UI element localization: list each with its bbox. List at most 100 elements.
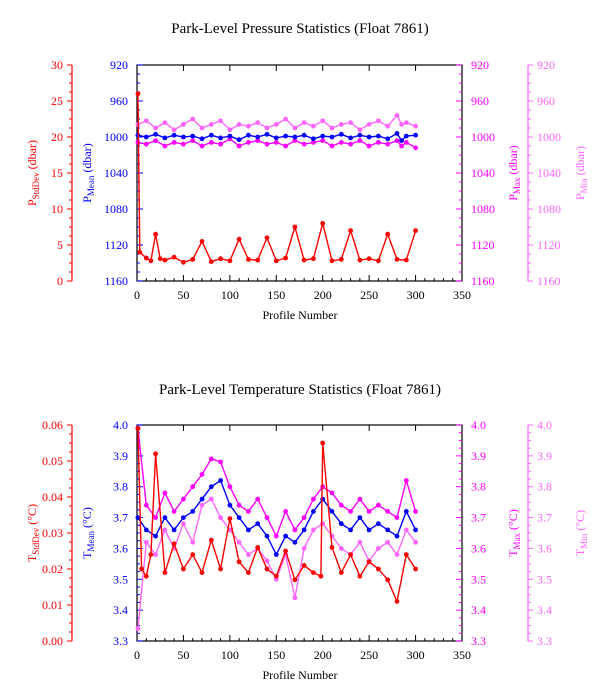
pressure-stddev-point [357, 257, 363, 263]
pressure-x-tick-label: 200 [314, 288, 332, 302]
pressure-max-point [311, 140, 316, 145]
pressure-stddev-tick-label: 10 [51, 202, 63, 216]
pressure-max-point [199, 143, 205, 149]
temperature-x-tick-label: 250 [360, 648, 378, 662]
temperature-mean-point [246, 527, 251, 533]
temperature-stddev-point [208, 537, 214, 543]
temperature-max-point [394, 515, 400, 520]
pressure-stddev-point [137, 249, 143, 255]
temperature-max-tick-label: 3.7 [471, 511, 486, 525]
pressure-mean-point [181, 134, 186, 140]
temperature-mean-point [376, 521, 381, 527]
pressure-min-tick-label: 1160 [537, 274, 561, 288]
temperature-max-point [227, 484, 233, 490]
temperature-mean-point [338, 521, 344, 527]
pressure-mean-point [311, 136, 316, 142]
temperature-mean-tick-label: 4.0 [113, 418, 128, 432]
pressure-min-point [385, 123, 391, 129]
temperature-mean-tick-label: 3.8 [113, 480, 128, 494]
pressure-min-point [366, 122, 372, 127]
pressure-series-min [135, 113, 418, 133]
temperature-mean-tick-label: 3.3 [113, 634, 128, 648]
pressure-stddev-point [135, 91, 141, 97]
temperature-x-tick-label: 0 [134, 648, 140, 662]
pressure-mean-point [376, 133, 381, 139]
pressure-mean-axis-label: PMean (dbar) [80, 143, 96, 203]
temperature-max-point [218, 459, 224, 465]
pressure-max-point [366, 143, 372, 149]
pressure-stddev-tick-label: 25 [51, 94, 63, 108]
temperature-stddev-tick-label: 0.04 [42, 490, 63, 504]
temperature-mean-point [403, 509, 409, 514]
pressure-mean-axis: 1160 1120 1080 1040 1000 960 920 PMean (dbar) [80, 58, 143, 288]
temperature-mean-point [329, 509, 335, 514]
temperature-x-tick-label: 150 [267, 648, 285, 662]
pressure-x-label: Profile Number [263, 308, 338, 322]
pressure-mean-point [394, 131, 400, 136]
temperature-mean-point [171, 527, 177, 533]
pressure-mean-point [246, 132, 251, 138]
temperature-mean-point [190, 509, 196, 514]
pressure-series-mean [135, 131, 418, 144]
pressure-min-tick-label: 1040 [537, 166, 561, 180]
pressure-stddev-point [376, 258, 381, 264]
temperature-max-point [236, 502, 242, 508]
pressure-series-max [135, 136, 418, 151]
temperature-max-point [246, 509, 251, 514]
pressure-x-axis: 0 50 100 150 200 250 300 350 [134, 65, 471, 302]
pressure-mean-point [283, 133, 288, 139]
temperature-stddev-point [218, 566, 224, 572]
temperature-x-axis: 0 50 100 150 200 250 300 350 [134, 425, 471, 662]
temperature-stddev-point [135, 426, 141, 431]
pressure-stddev-point [218, 256, 224, 262]
temperature-mean-point [153, 533, 159, 539]
temperature-stddev-point [199, 570, 205, 575]
pressure-max-point [338, 140, 344, 145]
temperature-max-point [348, 509, 353, 514]
temperature-max-point [413, 509, 418, 514]
temperature-max-point [181, 496, 186, 502]
pressure-max-tick-label: 1040 [471, 166, 495, 180]
pressure-max-point [153, 138, 159, 144]
temperature-stddev-point [376, 566, 381, 572]
pressure-stddev-point [338, 257, 344, 262]
temperature-mean-tick-label: 3.5 [113, 572, 128, 586]
temperature-min-tick-label: 3.8 [537, 480, 552, 494]
pressure-plot-frame [136, 64, 463, 282]
pressure-mean-point [273, 135, 279, 141]
temperature-stddev-point [227, 516, 233, 521]
pressure-x-tick-label: 50 [177, 288, 189, 302]
pressure-stddev-tick-label: 20 [51, 130, 63, 144]
pressure-stddev-point [162, 257, 168, 263]
temperature-stddev-point [264, 566, 270, 572]
temperature-min-tick-label: 3.7 [537, 511, 552, 525]
temperature-min-point [376, 546, 381, 551]
pressure-stddev-point [348, 228, 353, 234]
pressure-min-tick-label: 1000 [537, 130, 561, 144]
pressure-stddev-point [181, 259, 186, 265]
pressure-min-point [399, 122, 404, 127]
pressure-min-tick-label: 920 [537, 58, 555, 72]
pressure-stddev-point [264, 235, 270, 241]
pressure-mean-tick-label: 920 [110, 58, 128, 72]
temperature-mean-tick-label: 3.4 [113, 603, 128, 617]
temperature-stddev-point [348, 552, 353, 557]
temperature-mean-point [394, 533, 400, 539]
temperature-stddev-point [139, 566, 145, 572]
pressure-max-point [301, 141, 307, 147]
temperature-stddev-line [137, 428, 417, 604]
pressure-mean-point [329, 134, 335, 140]
pressure-max-tick-label: 1160 [471, 274, 495, 288]
temperature-max-tick-label: 3.4 [471, 603, 486, 617]
pressure-min-point [338, 122, 344, 127]
pressure-max-point [320, 138, 326, 144]
pressure-min-point [162, 120, 168, 125]
temperature-stddev-point [357, 573, 363, 579]
temperature-max-point [143, 502, 149, 508]
temperature-stddev-point [311, 570, 316, 575]
temperature-min-point [403, 527, 409, 533]
temperature-max-tick-label: 3.5 [471, 572, 486, 586]
temperature-max-point [329, 490, 335, 496]
temperature-mean-tick-label: 3.9 [113, 449, 128, 463]
